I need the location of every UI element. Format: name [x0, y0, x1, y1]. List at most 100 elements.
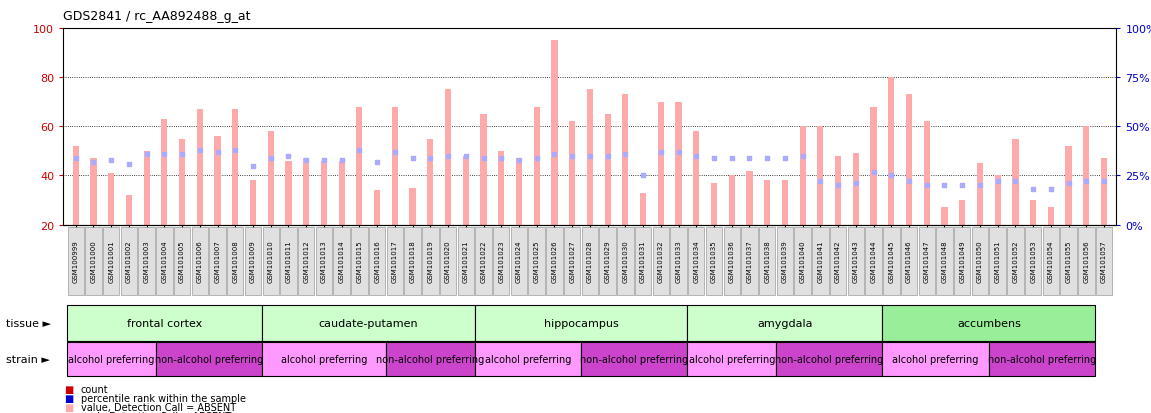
Point [297, 157, 315, 164]
Bar [321, 161, 327, 225]
Text: non-alcohol preferring: non-alcohol preferring [775, 354, 883, 364]
Text: GSM101003: GSM101003 [144, 240, 150, 282]
Text: GSM100999: GSM100999 [73, 240, 78, 282]
Text: alcohol preferring: alcohol preferring [892, 354, 978, 364]
Text: GSM101031: GSM101031 [640, 240, 646, 282]
Point [917, 183, 936, 189]
Point [900, 178, 918, 185]
Text: GSM101001: GSM101001 [108, 240, 114, 282]
Point [474, 155, 493, 161]
Bar [480, 115, 487, 225]
Text: GSM101053: GSM101053 [1030, 240, 1036, 282]
Text: GSM101036: GSM101036 [729, 240, 734, 282]
Bar [108, 173, 114, 225]
Point [953, 183, 971, 189]
Point [1095, 178, 1113, 185]
Text: GSM101006: GSM101006 [197, 240, 203, 282]
Point [173, 151, 191, 158]
Bar [125, 196, 132, 225]
Point [333, 157, 351, 164]
Point [687, 153, 706, 160]
Bar [587, 90, 593, 225]
Text: GSM101056: GSM101056 [1083, 240, 1089, 282]
Text: GSM101015: GSM101015 [357, 240, 363, 282]
Text: GSM101033: GSM101033 [676, 240, 681, 282]
Bar [357, 107, 363, 225]
Text: GSM101029: GSM101029 [604, 240, 611, 282]
Bar [853, 154, 859, 225]
Text: alcohol preferring: alcohol preferring [68, 354, 154, 364]
Text: rank, Detection Call = ABSENT: rank, Detection Call = ABSENT [81, 411, 231, 413]
Point [403, 155, 421, 161]
Point [616, 151, 634, 158]
Text: GSM101039: GSM101039 [782, 240, 788, 282]
Text: GSM101034: GSM101034 [693, 240, 700, 282]
Point [208, 149, 227, 156]
Bar [1047, 208, 1054, 225]
Text: alcohol preferring: alcohol preferring [281, 354, 367, 364]
Text: GSM101022: GSM101022 [480, 240, 487, 282]
Bar [498, 152, 504, 225]
Point [191, 147, 209, 154]
Point [137, 151, 155, 158]
Point [84, 159, 102, 166]
Point [989, 178, 1007, 185]
Bar [1066, 147, 1072, 225]
Bar [959, 201, 966, 225]
Bar [534, 107, 540, 225]
Point [634, 173, 653, 179]
Text: GSM101054: GSM101054 [1047, 240, 1054, 282]
Text: ■: ■ [64, 411, 74, 413]
Point [580, 153, 599, 160]
Text: GSM101044: GSM101044 [870, 240, 877, 282]
Point [491, 155, 510, 161]
Text: GSM101043: GSM101043 [853, 240, 859, 282]
Text: GSM101023: GSM101023 [498, 240, 504, 282]
Text: GSM101002: GSM101002 [125, 240, 132, 282]
Bar [144, 152, 150, 225]
Text: GSM101025: GSM101025 [534, 240, 540, 282]
Point [759, 155, 777, 161]
Point [1059, 180, 1077, 187]
Bar [233, 110, 238, 225]
Bar [977, 164, 983, 225]
Point [261, 155, 280, 161]
Bar [391, 107, 398, 225]
Bar [604, 115, 611, 225]
Point [670, 149, 688, 156]
Bar [516, 159, 523, 225]
Point [793, 153, 811, 160]
Point [421, 155, 440, 161]
Point [776, 155, 794, 161]
Text: GSM101014: GSM101014 [338, 240, 344, 282]
Bar [250, 181, 257, 225]
Bar [657, 102, 664, 225]
Point [1077, 178, 1096, 185]
Text: ■: ■ [64, 393, 74, 403]
Text: GSM101046: GSM101046 [906, 240, 912, 282]
Text: GSM101042: GSM101042 [836, 240, 841, 282]
Bar [800, 127, 806, 225]
Text: GSM101004: GSM101004 [161, 240, 167, 282]
Bar [463, 157, 468, 225]
Bar [994, 176, 1000, 225]
Text: GSM101032: GSM101032 [658, 240, 664, 282]
Point [457, 153, 475, 160]
Bar [1030, 201, 1036, 225]
Text: GDS2841 / rc_AA892488_g_at: GDS2841 / rc_AA892488_g_at [63, 10, 251, 23]
Point [1042, 187, 1060, 193]
Text: caudate-putamen: caudate-putamen [319, 318, 418, 328]
Point [120, 161, 138, 168]
Text: GSM101024: GSM101024 [516, 240, 521, 282]
Bar [410, 188, 416, 225]
Point [439, 153, 457, 160]
Text: count: count [81, 384, 108, 394]
Bar [268, 132, 274, 225]
Point [386, 149, 404, 156]
Text: GSM101052: GSM101052 [1013, 240, 1019, 282]
Point [599, 153, 617, 160]
Point [563, 153, 581, 160]
Bar [782, 181, 788, 225]
Point [67, 155, 85, 161]
Bar [445, 90, 451, 225]
